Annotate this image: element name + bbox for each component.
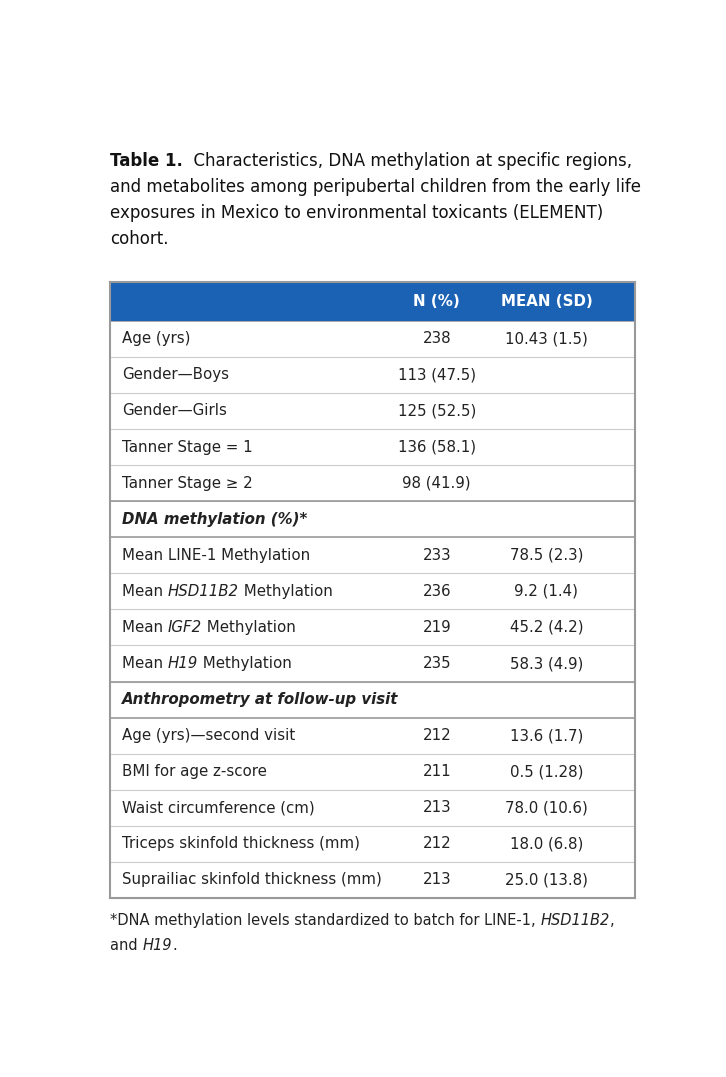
Text: cohort.: cohort. xyxy=(110,229,169,248)
Text: 13.6 (1.7): 13.6 (1.7) xyxy=(510,728,583,743)
Text: H19: H19 xyxy=(143,938,172,953)
Text: exposures in Mexico to environmental toxicants (ELEMENT): exposures in Mexico to environmental tox… xyxy=(110,204,604,222)
Text: Methylation: Methylation xyxy=(202,620,295,635)
Bar xyxy=(110,356,635,393)
Text: Anthropometry at follow-up visit: Anthropometry at follow-up visit xyxy=(122,693,398,708)
Text: ,: , xyxy=(610,913,615,928)
Bar xyxy=(110,717,635,754)
Bar xyxy=(110,610,635,645)
Text: 211: 211 xyxy=(423,765,451,780)
Text: Suprailiac skinfold thickness (mm): Suprailiac skinfold thickness (mm) xyxy=(122,872,382,887)
Text: 18.0 (6.8): 18.0 (6.8) xyxy=(510,837,583,852)
Bar xyxy=(110,282,635,321)
Text: 113 (47.5): 113 (47.5) xyxy=(398,367,476,382)
Bar xyxy=(110,789,635,826)
Text: 125 (52.5): 125 (52.5) xyxy=(398,404,476,419)
Text: Gender—Girls: Gender—Girls xyxy=(122,404,227,419)
Text: 136 (58.1): 136 (58.1) xyxy=(398,439,476,454)
Text: H19: H19 xyxy=(168,656,197,671)
Text: 219: 219 xyxy=(423,620,451,635)
Text: 233: 233 xyxy=(423,548,451,563)
Text: 78.0 (10.6): 78.0 (10.6) xyxy=(505,800,588,815)
Text: Tanner Stage ≥ 2: Tanner Stage ≥ 2 xyxy=(122,476,253,491)
Text: Age (yrs): Age (yrs) xyxy=(122,332,190,347)
Text: 58.3 (4.9): 58.3 (4.9) xyxy=(510,656,583,671)
Text: IGF2: IGF2 xyxy=(168,620,202,635)
Text: BMI for age z-score: BMI for age z-score xyxy=(122,765,266,780)
Text: Triceps skinfold thickness (mm): Triceps skinfold thickness (mm) xyxy=(122,837,359,852)
Text: Waist circumference (cm): Waist circumference (cm) xyxy=(122,800,314,815)
Text: and: and xyxy=(110,938,143,953)
Text: Mean LINE-1 Methylation: Mean LINE-1 Methylation xyxy=(122,548,310,563)
Text: Methylation: Methylation xyxy=(239,584,333,599)
Text: N (%): N (%) xyxy=(413,294,460,309)
Text: Methylation: Methylation xyxy=(197,656,292,671)
Text: MEAN (SD): MEAN (SD) xyxy=(501,294,592,309)
Text: 212: 212 xyxy=(423,728,451,743)
Text: 212: 212 xyxy=(423,837,451,852)
Bar xyxy=(110,682,635,717)
Text: Mean: Mean xyxy=(122,656,168,671)
Text: 45.2 (4.2): 45.2 (4.2) xyxy=(510,620,583,635)
Text: .: . xyxy=(172,938,177,953)
Text: Table 1.: Table 1. xyxy=(110,153,184,170)
Text: Mean: Mean xyxy=(122,620,168,635)
Text: DNA methylation (%)*: DNA methylation (%)* xyxy=(122,512,307,527)
Text: 0.5 (1.28): 0.5 (1.28) xyxy=(510,765,583,780)
Text: 213: 213 xyxy=(423,872,451,887)
Text: 98 (41.9): 98 (41.9) xyxy=(402,476,471,491)
Text: *DNA methylation levels standardized to batch for LINE-1,: *DNA methylation levels standardized to … xyxy=(110,913,541,928)
Text: 25.0 (13.8): 25.0 (13.8) xyxy=(505,872,588,887)
Text: Gender—Boys: Gender—Boys xyxy=(122,367,229,382)
Text: 9.2 (1.4): 9.2 (1.4) xyxy=(515,584,579,599)
Bar xyxy=(110,321,635,356)
Bar xyxy=(110,501,635,537)
Text: HSD11B2: HSD11B2 xyxy=(168,584,239,599)
Bar xyxy=(110,537,635,573)
Text: HSD11B2: HSD11B2 xyxy=(541,913,610,928)
Text: 78.5 (2.3): 78.5 (2.3) xyxy=(510,548,583,563)
Bar xyxy=(110,826,635,862)
Bar xyxy=(110,573,635,610)
Bar xyxy=(110,754,635,789)
Text: 213: 213 xyxy=(423,800,451,815)
Text: 10.43 (1.5): 10.43 (1.5) xyxy=(505,332,588,347)
Bar xyxy=(110,429,635,465)
Bar xyxy=(110,393,635,429)
Text: 238: 238 xyxy=(423,332,451,347)
Text: Mean: Mean xyxy=(122,584,168,599)
Text: Tanner Stage = 1: Tanner Stage = 1 xyxy=(122,439,253,454)
Text: 235: 235 xyxy=(423,656,451,671)
Text: Age (yrs)—second visit: Age (yrs)—second visit xyxy=(122,728,295,743)
Bar xyxy=(110,862,635,898)
Text: 236: 236 xyxy=(423,584,451,599)
Bar xyxy=(110,645,635,682)
Bar xyxy=(110,465,635,501)
Text: Characteristics, DNA methylation at specific regions,: Characteristics, DNA methylation at spec… xyxy=(184,153,632,170)
Text: and metabolites among peripubertal children from the early life: and metabolites among peripubertal child… xyxy=(110,178,642,196)
